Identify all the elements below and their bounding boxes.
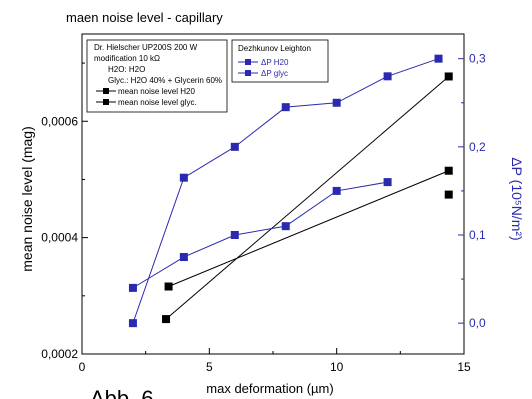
- series-2-point-1: [444, 166, 453, 175]
- series-2-line: [168, 170, 449, 287]
- series-4-point-2: [230, 230, 239, 239]
- series-3-point-2: [230, 142, 239, 151]
- x-tick-label-0: 0: [79, 360, 86, 374]
- series-4-point-0: [128, 283, 137, 292]
- legend-left-frame: [86, 39, 228, 113]
- series-0: [162, 72, 453, 324]
- series-3-point-1: [179, 173, 188, 182]
- series-0-line: [165, 76, 450, 320]
- y-tick-label-2: 0,0006: [41, 114, 78, 128]
- series-1: [444, 190, 453, 199]
- series-3-point-4: [332, 98, 341, 107]
- legend-right-swatch-marker-1: [245, 59, 251, 65]
- legend-left-entry-1: mean noise level H20: [118, 87, 195, 96]
- y2-tick-label-0: 0,0: [469, 316, 486, 330]
- x-tick-label-3: 15: [457, 360, 471, 374]
- legend-right-swatch-marker-2: [245, 70, 251, 76]
- legend-left: Dr. Hielscher UP200S 200 W modification …: [86, 39, 228, 113]
- series-1-point-0: [444, 190, 453, 199]
- series-0-point-1: [444, 72, 453, 81]
- series-3-point-5: [383, 72, 392, 81]
- series-4-line: [132, 181, 388, 289]
- series-4: [128, 178, 392, 292]
- legend-left-line-3: H2O: H2O: [108, 65, 145, 74]
- y-axis-label: mean noise level (mag): [19, 126, 35, 272]
- right-axis: 0,0 0,1 0,2 0,3: [458, 52, 486, 330]
- y2-tick-label-2: 0,2: [469, 140, 486, 154]
- left-axis: 0,0002 0,0004 0,0006: [41, 62, 88, 361]
- y-tick-label-0: 0,0002: [41, 347, 78, 361]
- series-layer: [128, 54, 453, 328]
- x-tick-label-2: 10: [330, 360, 344, 374]
- x-axis-label: max deformation (µm): [206, 381, 333, 396]
- legend-right-title: Dezhkunov Leighton: [238, 44, 311, 53]
- legend-left-line-1: Dr. Hielscher UP200S 200 W: [94, 43, 198, 52]
- y2-tick-label-1: 0,1: [469, 228, 486, 242]
- legend-right-entry-1: ΔP H20: [261, 58, 289, 67]
- series-3: [128, 54, 443, 328]
- x-axis: 0 5 10 15: [79, 348, 471, 374]
- legend-left-line-4: Glyc.: H2O 40% + Glycerin 60%: [108, 76, 222, 85]
- legend-left-entry-2: mean noise level glyc.: [118, 98, 197, 107]
- legend-left-line-2: modification 10 kΩ: [94, 54, 160, 63]
- series-4-point-4: [332, 186, 341, 195]
- series-4-point-5: [383, 178, 392, 187]
- legend-left-swatch-marker-1: [103, 88, 109, 94]
- series-2: [164, 166, 453, 291]
- series-2-point-0: [164, 282, 173, 291]
- y2-tick-label-3: 0,3: [469, 52, 486, 66]
- legend-left-swatch-marker-2: [103, 99, 109, 105]
- x-tick-label-1: 5: [206, 360, 213, 374]
- legend-right-entry-2: ΔP glyc: [261, 69, 288, 78]
- footer-text: Abb. 6: [90, 386, 154, 399]
- y2-axis-label: ΔP (10⁵N/m²): [509, 157, 525, 240]
- chart-title: maen noise level - capillary: [66, 10, 223, 25]
- series-3-point-3: [281, 103, 290, 112]
- series-3-point-6: [434, 54, 443, 63]
- y-tick-label-1: 0,0004: [41, 231, 78, 245]
- series-4-point-1: [179, 253, 188, 262]
- series-3-point-0: [128, 319, 137, 328]
- series-4-point-3: [281, 222, 290, 231]
- series-0-point-0: [162, 315, 171, 324]
- legend-right: Dezhkunov Leighton ΔP H20 ΔP glyc: [231, 39, 329, 83]
